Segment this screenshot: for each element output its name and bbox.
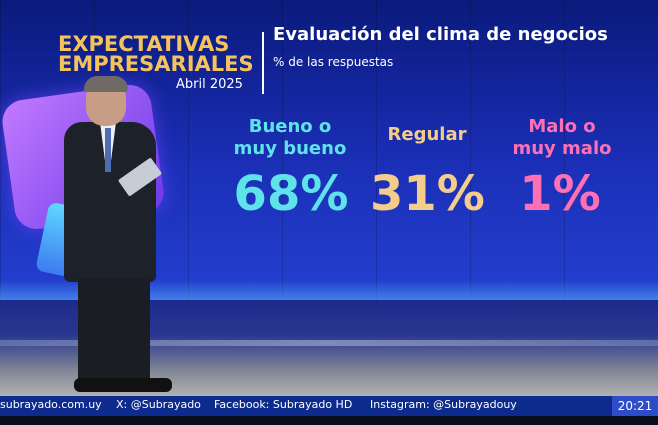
category-value-good: 68%	[233, 166, 349, 222]
title-line-1: EXPECTATIVAS	[58, 32, 230, 56]
chart-subtitle: Evaluación del clima de negocios	[273, 24, 608, 45]
news-ticker: subrayado.com.uy X: @Subrayado Facebook:…	[0, 396, 658, 416]
ticker-instagram: Instagram: @Subrayadouy	[370, 398, 517, 411]
category-value-bad: 1%	[519, 166, 601, 222]
ticker-x-handle: X: @Subrayado	[116, 398, 201, 411]
title-line-2: EMPRESARIALES	[58, 52, 254, 76]
category-label-good: Bueno o muy bueno	[230, 116, 350, 160]
bottom-strip	[0, 416, 658, 425]
category-label-bad-line2: muy malo	[512, 138, 612, 159]
chart-note: % de las respuestas	[273, 55, 394, 69]
ticker-facebook: Facebook: Subrayado HD	[214, 398, 353, 411]
report-date: Abril 2025	[176, 77, 243, 92]
presenter-hair	[84, 76, 128, 92]
category-label-regular: Regular	[372, 124, 482, 146]
ticker-website: subrayado.com.uy	[0, 398, 102, 411]
ticker-clock: 20:21	[612, 396, 658, 416]
presenter-tie	[105, 128, 111, 172]
category-label-good-line2: muy bueno	[233, 138, 347, 159]
category-label-good-line1: Bueno o	[248, 116, 332, 137]
presenter-legs	[78, 278, 150, 386]
header-divider	[262, 32, 264, 94]
presenter	[60, 76, 172, 398]
category-label-bad: Malo o muy malo	[500, 116, 624, 160]
category-label-bad-line1: Malo o	[528, 116, 596, 137]
category-value-regular: 31%	[370, 166, 485, 222]
floor-light-strip	[0, 340, 658, 346]
presenter-shoes	[74, 378, 172, 392]
category-label-regular-line1: Regular	[387, 124, 467, 145]
